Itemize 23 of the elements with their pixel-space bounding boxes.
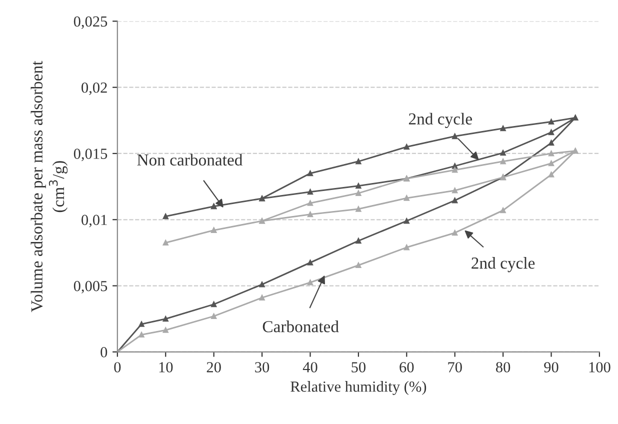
y-tick-label: 0,015 — [74, 148, 108, 162]
x-tick-label: 0 — [114, 362, 121, 372]
x-tick-label: 50 — [352, 362, 366, 372]
annotation: Carbonated — [262, 320, 339, 332]
x-tick-label: 70 — [448, 362, 462, 372]
x-tick-label: 20 — [206, 362, 221, 372]
y-tick-label: 0 — [100, 347, 108, 358]
x-axis-title: Relative humidity (%) — [290, 381, 426, 395]
annotation: 2nd cycle — [472, 257, 535, 272]
x-tick-label: 60 — [400, 362, 414, 372]
annotation: Non carbonated — [137, 154, 243, 166]
y-tick-label: 0,02 — [82, 82, 107, 95]
annotation: 2nd cycle — [408, 112, 472, 128]
y-tick-label: 0,025 — [74, 16, 108, 29]
x-tick-label: 30 — [255, 362, 270, 372]
x-tick-label: 80 — [496, 362, 510, 372]
x-tick-label: 10 — [159, 362, 173, 372]
x-tick-label: 100 — [589, 362, 610, 372]
x-tick-label: 40 — [302, 362, 318, 372]
y-tick-label: 0,005 — [74, 280, 108, 294]
y-axis-title: Volume adsorbate per mass adsorbent (cm$^{3}$/g) — [30, 60, 68, 312]
x-tick-label: 90 — [544, 362, 558, 372]
y-tick-label: 0,01 — [82, 214, 107, 228]
